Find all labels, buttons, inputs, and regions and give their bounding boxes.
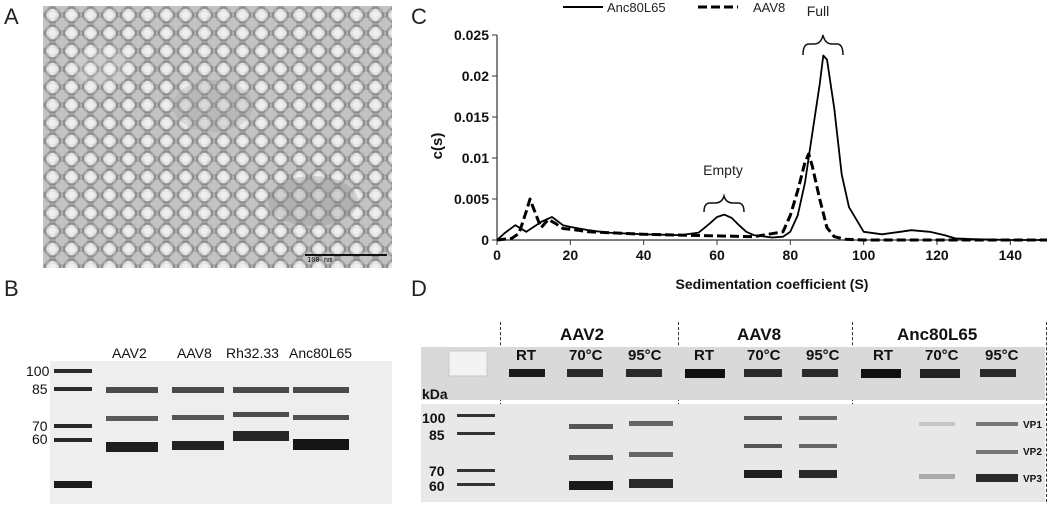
x-tick-label: 0	[493, 247, 501, 263]
gel-b-lane-aav2: AAV2	[112, 345, 147, 361]
x-tick-label: 80	[783, 247, 799, 263]
ladder-band-100	[54, 369, 92, 373]
y-tick-label: 0.025	[454, 27, 489, 43]
gel-b-bands	[50, 361, 392, 504]
series-line-aav8	[496, 152, 1047, 242]
cond-anc-70: 70°C	[925, 347, 959, 364]
chart-series	[496, 54, 1047, 242]
tem-micrograph: 100 nm	[43, 6, 392, 268]
empty-bracket	[703, 193, 745, 213]
cond-aav2-rt: RT	[516, 347, 536, 364]
cond-aav2-95: 95°C	[628, 347, 662, 364]
gel-b-lane-rh3233: Rh32.33	[226, 345, 279, 361]
x-tick-label: 120	[925, 247, 949, 263]
full-bracket	[802, 34, 844, 56]
scale-bar	[305, 254, 387, 256]
x-tick-label: 40	[636, 247, 652, 263]
ladder-band-low	[54, 481, 92, 488]
vp3-label: VP3	[1023, 474, 1042, 485]
x-axis-label: Sedimentation coefficient (S)	[676, 276, 869, 292]
chart-axes	[496, 35, 1047, 241]
kda-label: kDa	[422, 386, 448, 402]
cond-aav2-70: 70°C	[569, 347, 603, 364]
y-tick-label: 0.02	[462, 68, 489, 84]
gel-d-well-strip	[421, 347, 1045, 400]
tem-micrograph-image	[43, 6, 392, 268]
gel-d-main	[421, 404, 1045, 502]
vp1-label: VP1	[1023, 420, 1042, 431]
empty-annotation: Empty	[703, 162, 743, 178]
panel-c-label: C	[411, 4, 427, 29]
gel-b-lane-aav8: AAV8	[177, 345, 212, 361]
full-annotation: Full	[807, 3, 830, 19]
ladder-band-85	[54, 387, 92, 391]
gel-b-ladder-100: 100	[26, 363, 50, 379]
x-tick-label: 60	[709, 247, 725, 263]
gel-b-ladder-70: 70	[32, 418, 48, 434]
series-line-anc80l65	[496, 54, 1047, 241]
ladder-band-60	[54, 438, 92, 442]
panel-a-label: A	[4, 4, 19, 29]
panel-b-label: B	[4, 276, 19, 301]
y-tick-label: 0.01	[462, 150, 489, 166]
chart-legend: Anc80L65 AAV8	[563, 0, 785, 15]
group-label-anc80l65: Anc80L65	[897, 325, 978, 344]
cond-aav8-70: 70°C	[747, 347, 781, 364]
gel-d-ladder-70: 70	[429, 463, 445, 479]
chart-ticks: 0 20 40 60 80 100 120 140 0 0.005 0.01 0.015 0.02 0.0…	[454, 27, 1022, 263]
sds-page-gel-b	[50, 361, 392, 504]
x-tick-label: 140	[999, 247, 1023, 263]
vp2-label: VP2	[1023, 447, 1042, 458]
scale-bar-label: 100 nm	[307, 256, 333, 264]
cond-aav8-rt: RT	[694, 347, 714, 364]
y-tick-label: 0.015	[454, 109, 489, 125]
group-label-aav8: AAV8	[737, 325, 782, 344]
ladder-band-70	[54, 424, 92, 428]
x-tick-label: 100	[852, 247, 876, 263]
panel-d-label: D	[411, 276, 427, 301]
gel-b-ladder-85: 85	[32, 381, 48, 397]
y-axis-label: c(s)	[429, 133, 446, 160]
cond-anc-rt: RT	[873, 347, 893, 364]
sedimentation-chart: Anc80L65 AAV8 0 20 40 60 80 100 120 140 0 0.005 0.…	[429, 0, 1047, 292]
cond-aav8-95: 95°C	[806, 347, 840, 364]
gel-d-ladder-100: 100	[422, 410, 446, 426]
gel-b-ladder-60: 60	[32, 431, 48, 447]
y-tick-label: 0	[481, 232, 489, 248]
y-tick-label: 0.005	[454, 191, 489, 207]
gel-d-ladder-85: 85	[429, 427, 445, 443]
legend-label-aav8: AAV8	[753, 0, 785, 15]
gel-d-ladder-60: 60	[429, 478, 445, 494]
legend-label-anc80l65: Anc80L65	[607, 0, 666, 15]
cond-anc-95: 95°C	[985, 347, 1019, 364]
group-label-aav2: AAV2	[560, 325, 605, 344]
x-tick-label: 20	[563, 247, 579, 263]
divider-4	[1046, 322, 1047, 502]
gel-b-lane-anc80l65: Anc80L65	[289, 345, 353, 361]
